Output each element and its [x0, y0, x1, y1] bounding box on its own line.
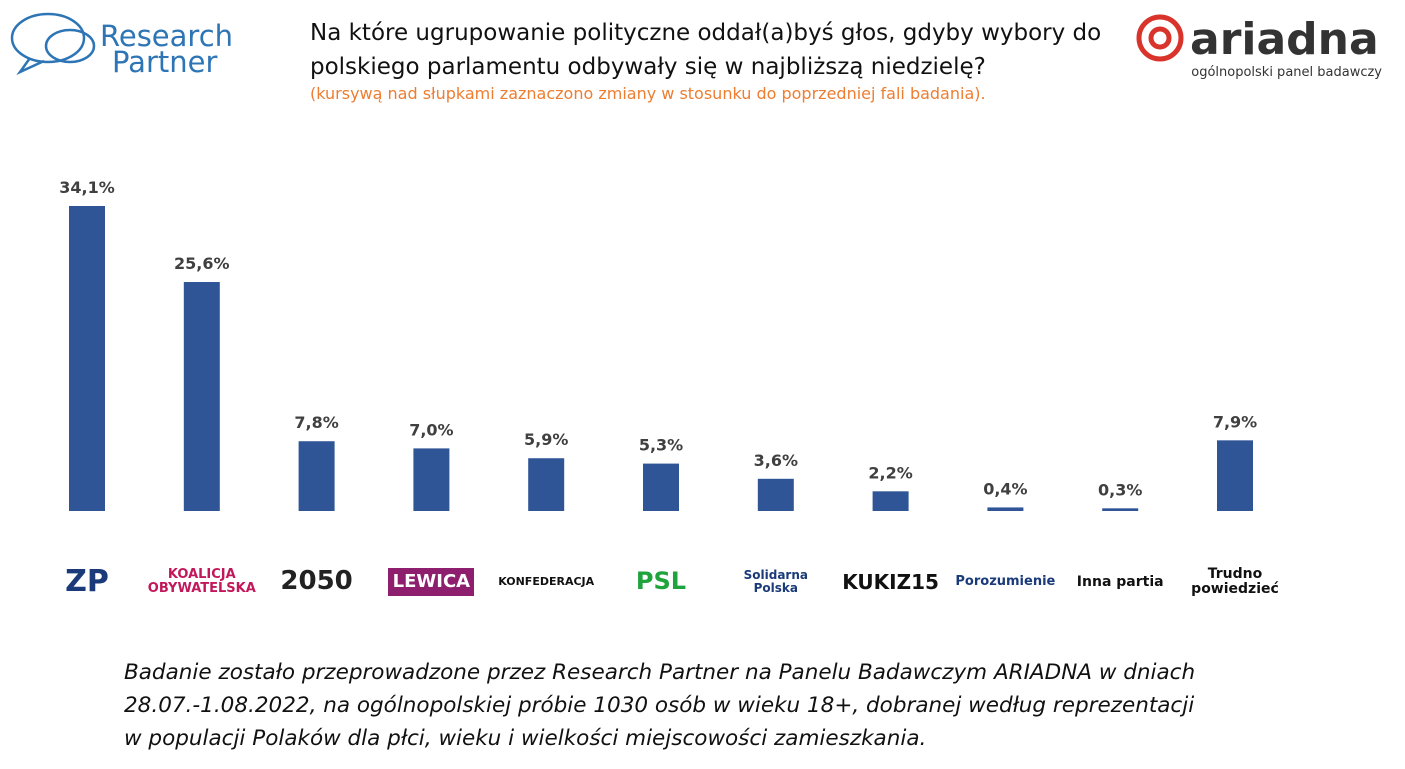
ariadna-logo: ariadna — [1190, 14, 1379, 65]
bar — [987, 507, 1024, 511]
category-label: Solidarna Polska — [743, 568, 808, 595]
bar — [1102, 508, 1139, 511]
bar — [413, 448, 450, 511]
value-label: 2,2% — [868, 463, 912, 482]
logo-text: Partner — [112, 45, 217, 79]
category-label: Porozumienie — [955, 574, 1056, 590]
category-label: KUKIZ15 — [842, 569, 939, 594]
chart-subtitle: (kursywą nad słupkami zaznaczono zmiany … — [310, 84, 986, 103]
ariadna-tagline: ogólnopolski panel badawczy — [1191, 65, 1382, 80]
logo-text: Research — [100, 19, 233, 53]
bar — [872, 491, 909, 511]
category-label: 2050 — [280, 566, 353, 597]
value-label: 34,1% — [59, 178, 115, 197]
footnote: Badanie zostało przeprowadzone przez Res… — [124, 660, 1196, 751]
value-label: 7,9% — [1213, 412, 1257, 431]
category-label: KOALICJA OBYWATELSKA — [147, 567, 256, 596]
ariadna-icon — [1136, 14, 1184, 62]
bar — [528, 458, 565, 511]
category-label: Inna partia — [1076, 573, 1164, 590]
category-label: PSL — [635, 567, 687, 596]
category-label: Trudno powiedzieć — [1191, 566, 1279, 597]
value-label: 0,3% — [1098, 480, 1142, 499]
value-label: 3,6% — [754, 451, 798, 470]
value-label: 0,4% — [983, 479, 1027, 498]
value-label: 7,0% — [409, 420, 453, 439]
category-label: KONFEDERACJA — [498, 575, 595, 589]
bar — [1217, 440, 1253, 511]
bar — [298, 441, 335, 511]
bar — [69, 206, 105, 511]
bar — [183, 282, 220, 511]
bar — [643, 463, 679, 511]
value-label: 5,9% — [524, 430, 568, 449]
chart-title: polskiego parlamentu odbywały się w najb… — [310, 54, 986, 80]
category-label: ZP — [65, 564, 109, 600]
bar — [757, 478, 794, 511]
category-label: LEWICA — [388, 568, 475, 596]
research-partner-logo — [10, 12, 96, 76]
chart-title: Na które ugrupowanie polityczne oddał(a)… — [310, 20, 1101, 46]
value-label: 25,6% — [174, 254, 230, 273]
value-label: 7,8% — [294, 413, 338, 432]
value-label: 5,3% — [639, 436, 683, 455]
